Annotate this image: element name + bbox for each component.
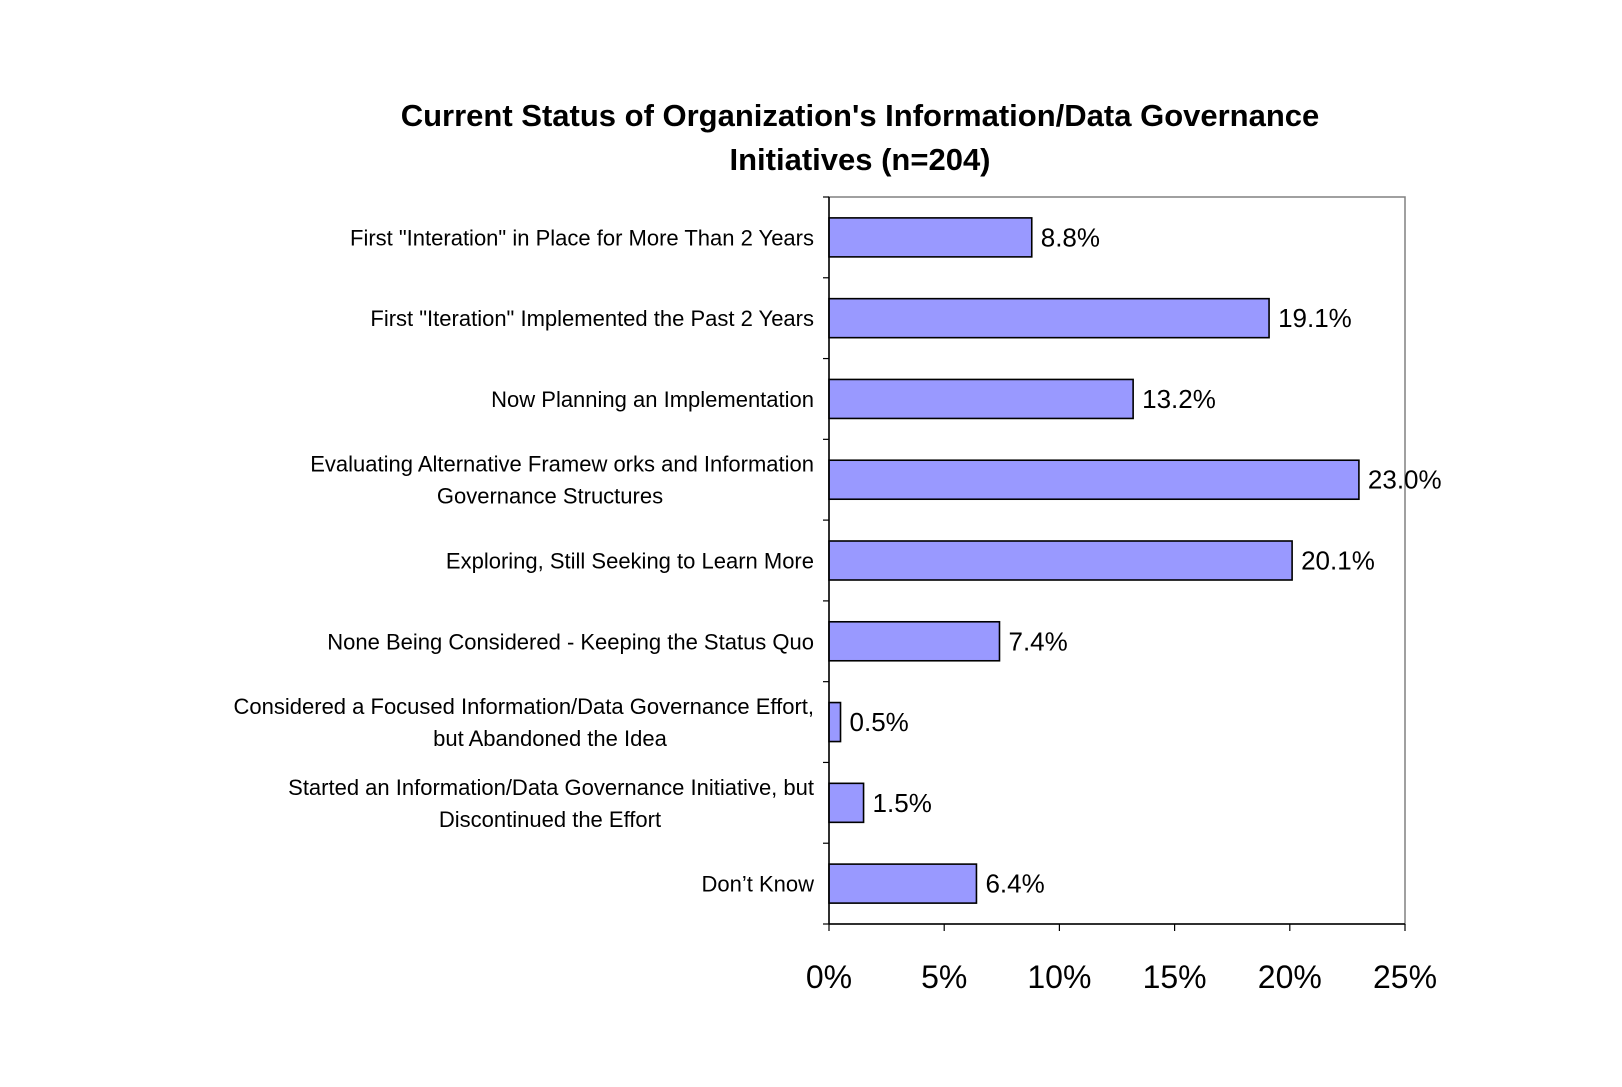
x-tick-label: 0%	[806, 959, 852, 995]
bar	[828, 378, 1134, 420]
category-label: Exploring, Still Seeking to Learn More	[446, 549, 814, 574]
data-label: 0.5%	[850, 707, 909, 737]
chart-title: Current Status of Organization's Informa…	[401, 98, 1320, 177]
category-label: Started an Information/Data Governance I…	[288, 775, 814, 800]
chart-title-line: Initiatives (n=204)	[729, 142, 990, 177]
x-tick-label: 10%	[1027, 959, 1091, 995]
data-label: 7.4%	[1008, 626, 1067, 656]
bar	[828, 782, 865, 824]
bar	[828, 620, 1001, 662]
bar	[828, 863, 978, 904]
data-label: 19.1%	[1278, 303, 1352, 333]
x-tick-label: 15%	[1143, 959, 1207, 995]
x-tick-label: 25%	[1373, 959, 1437, 995]
data-label: 6.4%	[985, 869, 1044, 899]
category-label: but Abandoned the Idea	[433, 726, 667, 751]
axes: 0% 5% 10% 15% 20% 25%	[806, 196, 1437, 995]
category-label: Evaluating Alternative Framew orks and I…	[310, 452, 814, 477]
bars	[828, 217, 1360, 904]
bar	[828, 459, 1360, 501]
value-labels: 8.8% 19.1% 13.2% 23.0% 20.1% 7.4% 0.5% 1.5% 6.4%	[850, 222, 1442, 898]
category-label: First "Iteration" Implemented the Past 2…	[370, 306, 814, 331]
bar	[828, 297, 1270, 339]
category-label: Considered a Focused Information/Data Go…	[234, 694, 814, 719]
category-label: Governance Structures	[437, 484, 663, 509]
data-label: 20.1%	[1301, 546, 1375, 576]
category-label: Don’t Know	[701, 872, 814, 897]
category-label: None Being Considered - Keeping the Stat…	[327, 629, 814, 654]
data-label: 13.2%	[1142, 384, 1216, 414]
data-label: 23.0%	[1368, 465, 1442, 495]
bar	[828, 540, 1293, 581]
x-tick-label: 20%	[1258, 959, 1322, 995]
data-label: 8.8%	[1041, 222, 1100, 252]
x-tick-label: 5%	[921, 959, 967, 995]
bar	[828, 701, 842, 743]
data-label: 1.5%	[873, 788, 932, 818]
category-label: Now Planning an Implementation	[491, 387, 814, 412]
category-label: Discontinued the Effort	[439, 807, 661, 832]
category-label: First "Interation" in Place for More Tha…	[350, 225, 814, 250]
bar	[828, 217, 1033, 258]
category-labels: First "Interation" in Place for More Tha…	[234, 225, 815, 896]
chart-title-line: Current Status of Organization's Informa…	[401, 98, 1320, 133]
